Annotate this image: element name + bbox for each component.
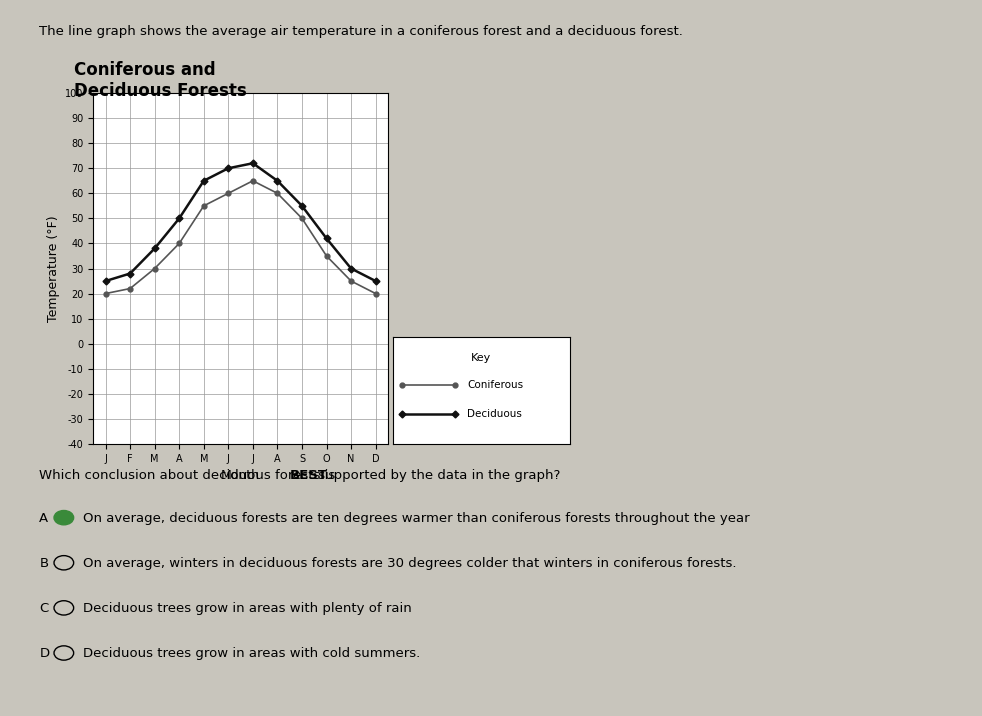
Coniferous	[297, 214, 308, 223]
Text: supported by the data in the graph?: supported by the data in the graph?	[314, 469, 561, 482]
Text: Deciduous trees grow in areas with plenty of rain: Deciduous trees grow in areas with plent…	[83, 602, 412, 615]
Line: Coniferous: Coniferous	[103, 178, 378, 296]
Deciduous	[197, 177, 210, 185]
Text: On average, winters in deciduous forests are 30 degrees colder that winters in c: On average, winters in deciduous forests…	[83, 557, 737, 570]
X-axis label: Month: Month	[221, 469, 260, 482]
Text: D: D	[39, 647, 49, 660]
Deciduous	[271, 177, 283, 185]
Text: C: C	[39, 602, 48, 615]
Deciduous	[222, 164, 234, 173]
Coniferous	[271, 189, 283, 198]
Coniferous	[346, 277, 357, 286]
Text: A: A	[39, 512, 48, 525]
Coniferous	[174, 239, 186, 248]
Text: Coniferous and
Deciduous Forests: Coniferous and Deciduous Forests	[74, 61, 246, 100]
Coniferous	[124, 284, 136, 293]
Text: Key: Key	[471, 352, 491, 362]
Coniferous	[369, 289, 381, 298]
Text: Deciduous trees grow in areas with cold summers.: Deciduous trees grow in areas with cold …	[83, 647, 420, 660]
Deciduous	[346, 264, 357, 273]
Text: BEST: BEST	[290, 469, 328, 482]
Deciduous	[320, 234, 332, 243]
Line: Deciduous: Deciduous	[103, 161, 378, 284]
Deciduous	[369, 277, 381, 286]
Text: Which conclusion about deciduous forests is: Which conclusion about deciduous forests…	[39, 469, 340, 482]
Coniferous	[222, 189, 234, 198]
Deciduous	[297, 202, 308, 211]
Text: B: B	[39, 557, 48, 570]
Y-axis label: Temperature (°F): Temperature (°F)	[46, 216, 60, 321]
Deciduous	[174, 214, 186, 223]
Text: On average, deciduous forests are ten degrees warmer than coniferous forests thr: On average, deciduous forests are ten de…	[83, 512, 750, 525]
Coniferous	[247, 177, 259, 185]
Deciduous	[100, 277, 112, 286]
Text: The line graph shows the average air temperature in a coniferous forest and a de: The line graph shows the average air tem…	[39, 25, 683, 38]
Text: ✓: ✓	[60, 513, 68, 523]
Coniferous	[149, 264, 161, 273]
Text: Coniferous: Coniferous	[467, 380, 523, 390]
Text: Deciduous: Deciduous	[467, 409, 521, 419]
Deciduous	[124, 269, 136, 278]
Deciduous	[149, 244, 161, 253]
Coniferous	[320, 252, 332, 261]
Coniferous	[197, 202, 210, 211]
Deciduous	[247, 159, 259, 168]
Coniferous	[100, 289, 112, 298]
